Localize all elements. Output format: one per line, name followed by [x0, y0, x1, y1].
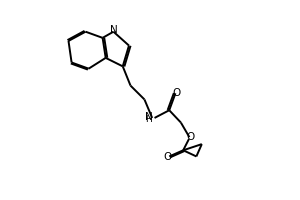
Text: O: O: [172, 88, 181, 98]
Text: N: N: [145, 112, 153, 122]
Text: O: O: [187, 132, 195, 142]
Text: O: O: [163, 152, 172, 162]
Text: H: H: [146, 115, 152, 124]
Text: N: N: [110, 25, 117, 35]
